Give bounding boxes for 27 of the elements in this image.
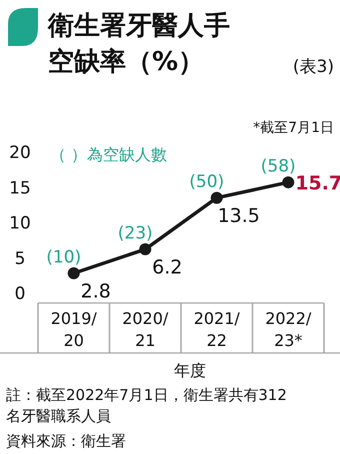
y-tick-label: 10 (9, 214, 31, 234)
point (139, 243, 152, 256)
text: *截至7月1日 (253, 120, 334, 136)
chart-title: 衛生署牙醫人手空缺率（%） (47, 11, 230, 77)
data-label: 6.2 (152, 256, 182, 278)
y-tick-label: 15 (9, 178, 31, 198)
y-tick-label: 5 (14, 248, 26, 269)
x-tick-label: 2019/ 20 (50, 309, 98, 350)
x-axis-title: 年度 (174, 361, 206, 380)
text: 註：截至2022年7月1日，衛生署共有312名牙醫職系人員 (6, 386, 287, 425)
point (210, 192, 223, 204)
annotation: (10) (46, 247, 82, 268)
source-note: 資料來源：衛生署 (6, 432, 126, 450)
y-tick-label: 20 (9, 143, 31, 163)
point (68, 267, 80, 280)
data-label: 13.5 (218, 204, 260, 227)
y-tick-label: 0 (14, 284, 26, 304)
point (282, 176, 294, 188)
x-tick-label: 2022/ 23* (265, 309, 312, 350)
x-tick-label: 2020/ 21 (122, 309, 169, 350)
annotation: （ ）為空缺人數 (50, 145, 168, 164)
annotation: (58) (260, 156, 296, 176)
x-tick-label: 2021/ 22 (194, 309, 240, 350)
chart-subtitle: (表3) (292, 57, 334, 77)
annotation: (50) (189, 172, 224, 192)
annotation: (23) (118, 223, 153, 244)
data-label: 2.8 (80, 280, 111, 302)
